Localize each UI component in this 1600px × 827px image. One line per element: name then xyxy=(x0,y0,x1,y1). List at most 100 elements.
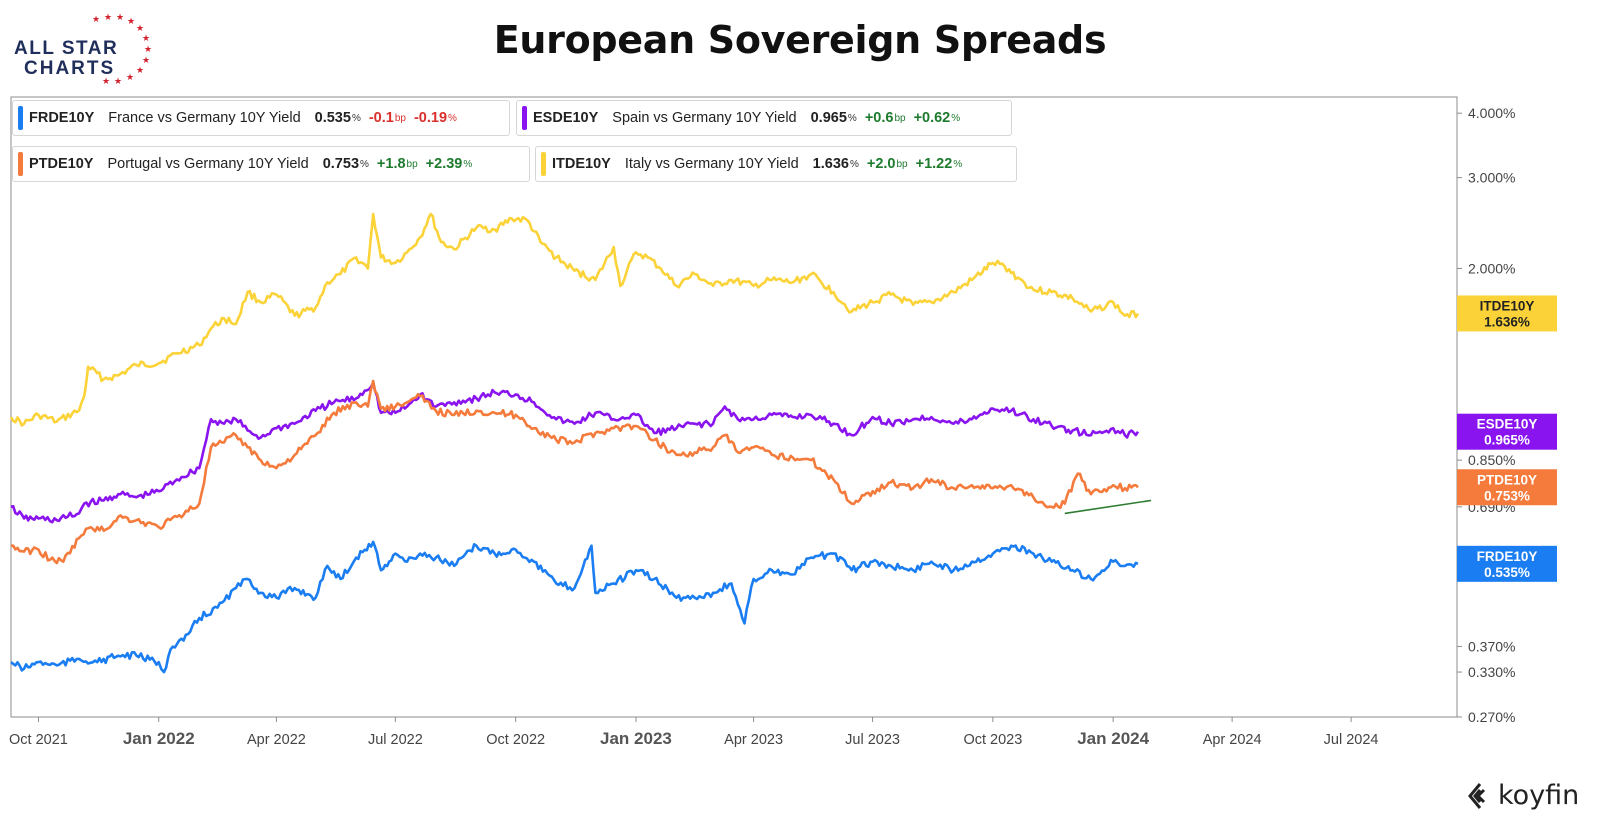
y-tick-label: 4.000% xyxy=(1468,105,1515,121)
x-tick-label: Jan 2024 xyxy=(1077,729,1149,748)
logo-line2: CHARTS xyxy=(24,58,115,79)
legend-swatch xyxy=(18,106,23,130)
legend-bp-unit: bp xyxy=(894,112,906,124)
last-value-number: 0.965% xyxy=(1484,433,1530,448)
legend-change-pct: +0.62 xyxy=(913,110,951,126)
legend-pct-unit: % xyxy=(951,112,961,124)
legend-pct-unit: % xyxy=(448,112,457,124)
legend-item-frde10y[interactable]: FRDE10Y France vs Germany 10Y Yield 0.535%… xyxy=(12,100,510,136)
legend-value-unit: % xyxy=(360,158,369,170)
legend-item-esde10y[interactable]: ESDE10Y Spain vs Germany 10Y Yield 0.965% +… xyxy=(516,100,1012,136)
legend-swatch xyxy=(541,152,546,176)
trendline-annotation xyxy=(1064,499,1152,515)
y-tick-label: 3.000% xyxy=(1468,170,1515,186)
page-title: European Sovereign Spreads xyxy=(493,18,1107,62)
legend-description: France vs Germany 10Y Yield xyxy=(108,110,301,126)
svg-text:★: ★ xyxy=(144,44,152,54)
legend-value: 0.535 xyxy=(314,110,351,126)
x-tick-label: Oct 2022 xyxy=(486,732,545,748)
legend-bp-unit: bp xyxy=(394,112,406,124)
koyfin-icon xyxy=(1468,782,1486,809)
legend-ticker: PTDE10Y xyxy=(29,156,94,172)
legend-ticker: ITDE10Y xyxy=(552,156,611,172)
annotation-layer xyxy=(1064,499,1152,515)
legend-change-bp: +2.0 xyxy=(866,156,896,172)
last-value-number: 1.636% xyxy=(1484,314,1530,329)
x-tick-label: Jan 2022 xyxy=(123,729,195,748)
x-tick-label: Jul 2023 xyxy=(845,732,900,748)
series-layer xyxy=(9,212,1140,674)
legend-pct-unit: % xyxy=(463,158,473,170)
x-tick-label: Oct 2023 xyxy=(963,732,1022,748)
legend-item-ptde10y[interactable]: PTDE10Y Portugal vs Germany 10Y Yield 0.75… xyxy=(12,146,530,182)
koyfin-watermark: koyfin xyxy=(1466,780,1579,811)
logo-star-ring: ★ ★ ★ ★ ★ ★ ★ ★ ★ ★ ★ ★ xyxy=(92,12,152,86)
svg-text:★: ★ xyxy=(127,16,135,26)
legend-swatch xyxy=(522,106,527,130)
y-tick-label: 0.850% xyxy=(1468,452,1515,468)
legend-change-bp: +1.8 xyxy=(376,156,406,172)
legend-pct-unit: % xyxy=(953,158,963,170)
x-tick-label: Jul 2022 xyxy=(368,732,423,748)
svg-text:★: ★ xyxy=(142,33,150,43)
svg-text:★: ★ xyxy=(126,72,134,82)
legend-value: 1.636 xyxy=(812,156,849,172)
all-star-charts-logo: ★ ★ ★ ★ ★ ★ ★ ★ ★ ★ ★ ★ ALL STAR CHARTS xyxy=(8,8,158,88)
legend-value: 0.965 xyxy=(810,110,847,126)
legend-description: Portugal vs Germany 10Y Yield xyxy=(107,156,309,172)
koyfin-text: koyfin xyxy=(1498,780,1580,811)
last-value-ticker: ESDE10Y xyxy=(1477,417,1538,432)
x-tick-label: Oct 2021 xyxy=(9,732,68,748)
x-tick-label: Apr 2023 xyxy=(724,732,783,748)
legend-item-itde10y[interactable]: ITDE10Y Italy vs Germany 10Y Yield 1.636% +… xyxy=(535,146,1017,182)
legend-ticker: FRDE10Y xyxy=(29,110,95,126)
legend-value-unit: % xyxy=(847,112,857,124)
x-tick-label: Jul 2024 xyxy=(1324,732,1379,748)
svg-text:★: ★ xyxy=(142,55,150,65)
last-value-ticker: PTDE10Y xyxy=(1477,472,1537,487)
x-tick-label: Jan 2023 xyxy=(600,729,672,748)
svg-text:★: ★ xyxy=(136,23,144,33)
y-tick-label: 0.330% xyxy=(1468,664,1515,680)
logo-line1: ALL STAR xyxy=(14,38,118,59)
legend-change-pct: +1.22 xyxy=(915,156,953,172)
y-tick-label: 0.270% xyxy=(1468,709,1515,725)
legend-bp-unit: bp xyxy=(896,158,908,170)
legend-bp-unit: bp xyxy=(406,158,418,170)
series-line-esde10y xyxy=(10,381,1140,524)
legend-change-pct: +2.39 xyxy=(425,156,463,172)
last-value-ticker: FRDE10Y xyxy=(1477,549,1538,564)
legend-value-unit: % xyxy=(351,112,361,124)
x-tick-label: Apr 2024 xyxy=(1203,732,1262,748)
legend-change-bp: +0.6 xyxy=(864,110,894,126)
svg-text:★: ★ xyxy=(136,65,144,75)
x-axis: Oct 2021 Jan 2022 Apr 2022 Jul 2022 Oct 2022… xyxy=(9,717,1379,748)
svg-text:★: ★ xyxy=(92,14,100,24)
svg-text:★: ★ xyxy=(102,76,110,86)
svg-text:★: ★ xyxy=(114,76,122,86)
legend-change-bp: -0.1 xyxy=(368,110,394,126)
legend-description: Italy vs Germany 10Y Yield xyxy=(624,156,799,172)
y-tick-label: 0.370% xyxy=(1468,638,1515,654)
x-tick-label: Apr 2022 xyxy=(247,732,306,748)
plot-area-border xyxy=(10,96,1458,718)
legend-description: Spain vs Germany 10Y Yield xyxy=(612,110,797,126)
series-line-frde10y xyxy=(10,540,1139,674)
legend-value: 0.753 xyxy=(322,156,360,172)
y-tick-label: 2.000% xyxy=(1468,260,1515,276)
last-value-number: 0.535% xyxy=(1484,565,1530,580)
legend-swatch xyxy=(18,152,23,176)
svg-text:★: ★ xyxy=(104,12,112,22)
series-line-ptde10y xyxy=(11,379,1139,565)
legend-ticker: ESDE10Y xyxy=(533,110,599,126)
legend-change-pct: -0.19 xyxy=(413,110,448,126)
last-value-number: 0.753% xyxy=(1484,488,1530,503)
series-line-itde10y xyxy=(9,212,1140,427)
legend-value-unit: % xyxy=(849,158,859,170)
